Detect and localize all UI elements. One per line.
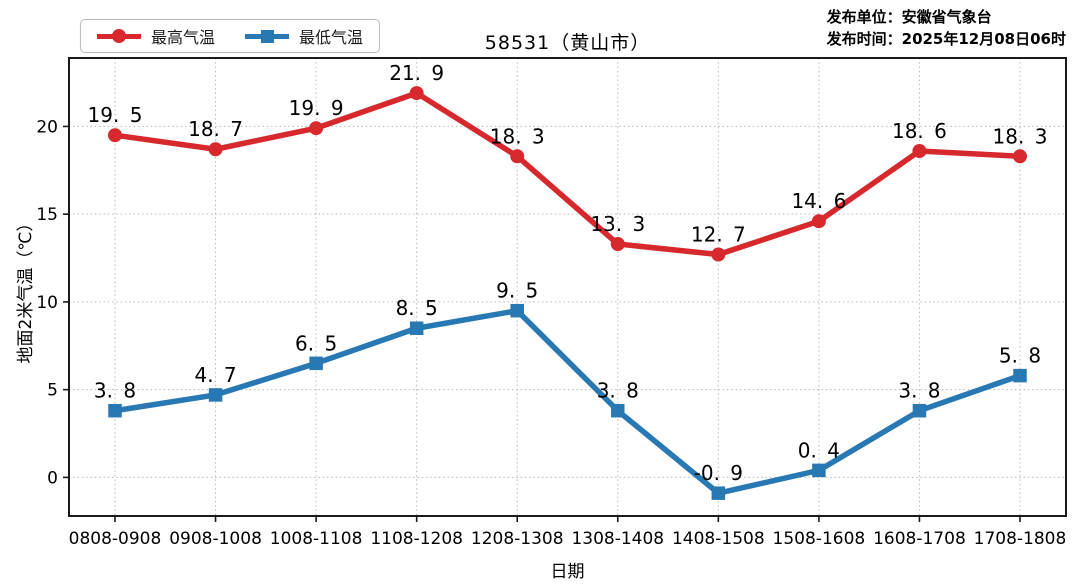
publisher-unit: 发布单位：安徽省气象台 xyxy=(826,8,992,26)
data-point-marker xyxy=(1013,149,1027,164)
x-tick-label: 1508-1608 xyxy=(773,529,866,549)
y-tick-label: 20 xyxy=(36,117,58,137)
legend-item-min-temp[interactable]: 最低气温 xyxy=(245,24,363,48)
data-label: 19. 9 xyxy=(289,96,344,120)
data-label: 13. 3 xyxy=(590,212,645,236)
data-point-marker xyxy=(711,247,726,262)
y-tick-label: 15 xyxy=(36,205,58,225)
series-line-最低气温 xyxy=(112,307,1023,496)
x-tick-label: 1308-1408 xyxy=(571,529,664,549)
data-point-marker xyxy=(1013,368,1027,383)
data-label: -0. 9 xyxy=(694,461,743,485)
data-label: 3. 8 xyxy=(898,379,940,403)
y-axis-label: 地面2米气温（℃） xyxy=(16,214,36,364)
chart-title: 58531（黄山市） xyxy=(484,32,651,54)
legend-item-max-temp[interactable]: 最高气温 xyxy=(97,24,215,48)
x-tick-label: 1208-1308 xyxy=(471,529,564,549)
data-label: 14. 6 xyxy=(791,189,846,213)
data-point-marker xyxy=(812,463,826,478)
data-label: 5. 8 xyxy=(999,344,1041,368)
series-line-最高气温 xyxy=(112,90,1023,258)
data-label: 18. 3 xyxy=(993,124,1048,148)
data-label: 6. 5 xyxy=(295,331,337,355)
x-tick-label: 0808-0908 xyxy=(69,529,162,549)
data-point-marker xyxy=(108,403,122,418)
plot-border xyxy=(68,57,1067,517)
legend-label-min-temp: 最低气温 xyxy=(299,28,364,47)
data-point-marker xyxy=(108,128,122,143)
data-label: 3. 8 xyxy=(597,379,639,403)
data-label: 0. 4 xyxy=(798,438,840,462)
data-point-marker xyxy=(409,321,424,335)
max-temp-line-marker-icon xyxy=(97,28,141,44)
data-point-marker xyxy=(208,388,223,402)
data-label: 3. 8 xyxy=(94,379,136,403)
data-point-marker xyxy=(912,403,927,418)
data-point-marker xyxy=(912,144,927,159)
legend-label-max-temp: 最高气温 xyxy=(151,28,216,47)
x-axis-label: 日期 xyxy=(550,562,585,582)
x-tick-label: 1408-1508 xyxy=(672,529,765,549)
data-label: 4. 7 xyxy=(194,363,236,387)
data-point-marker xyxy=(510,149,525,164)
publish-time: 发布时间：2025年12月08日06时 xyxy=(826,30,1066,48)
y-tick-label: 10 xyxy=(36,293,58,313)
data-label: 9. 5 xyxy=(496,279,538,303)
data-point-marker xyxy=(711,486,726,500)
data-label: 18. 6 xyxy=(892,119,947,143)
x-tick-label: 1708-1808 xyxy=(974,529,1067,549)
publisher-info: 发布单位：安徽省气象台 发布时间：2025年12月08日06时 xyxy=(827,6,1066,50)
data-label: 8. 5 xyxy=(396,296,438,320)
y-tick-label: 0 xyxy=(47,468,58,488)
data-point-marker xyxy=(811,214,826,229)
data-point-marker xyxy=(611,403,625,418)
x-tick-label: 1608-1708 xyxy=(873,529,966,549)
data-point-marker xyxy=(208,142,223,157)
min-temp-line-marker-icon xyxy=(245,28,290,44)
data-point-marker xyxy=(309,356,323,371)
data-point-marker xyxy=(610,237,625,252)
data-label: 19. 5 xyxy=(88,103,143,127)
y-tick-label: 5 xyxy=(47,381,58,401)
data-label: 21. 9 xyxy=(389,61,444,85)
data-label: 18. 3 xyxy=(490,124,545,148)
data-point-marker xyxy=(510,303,524,318)
x-tick-label: 0908-1008 xyxy=(169,529,262,549)
data-label: 18. 7 xyxy=(188,117,243,141)
x-tick-label: 1008-1108 xyxy=(270,529,363,549)
chart-legend: 最高气温 最低气温 xyxy=(80,19,381,53)
data-point-marker xyxy=(309,121,324,136)
data-point-marker xyxy=(409,86,424,101)
x-tick-label: 1108-1208 xyxy=(370,529,463,549)
data-label: 12. 7 xyxy=(691,223,746,247)
